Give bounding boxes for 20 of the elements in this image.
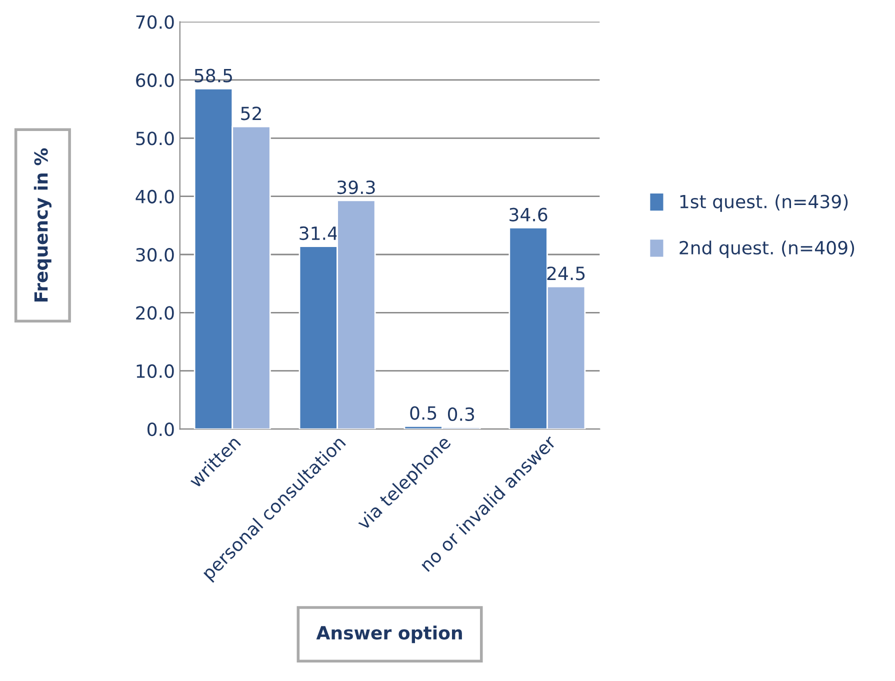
data-label: 39.3 xyxy=(337,180,375,194)
data-label: 58.5 xyxy=(194,68,232,82)
y-tick-label: 30.0 xyxy=(136,248,174,262)
data-label: 24.5 xyxy=(547,266,585,280)
x-axis-title: Answer option xyxy=(316,626,462,644)
data-label: 34.6 xyxy=(510,208,548,222)
data-label: 52 xyxy=(241,106,261,120)
y-axis-title: Frequency in % xyxy=(34,148,52,302)
data-label: 0.5 xyxy=(410,406,436,420)
y-tick-label: 20.0 xyxy=(136,306,174,320)
y-tick-label: 40.0 xyxy=(136,190,174,204)
legend-label: 2nd quest. (n=409) xyxy=(680,240,854,258)
data-label: 31.4 xyxy=(300,226,338,240)
y-tick-label: 50.0 xyxy=(136,132,174,146)
y-tick-label: 60.0 xyxy=(136,73,174,88)
y-tick-label: 0.0 xyxy=(148,422,174,436)
data-label: 0.3 xyxy=(448,407,474,422)
legend-label: 1st quest. (n=439) xyxy=(680,194,848,212)
y-tick-label: 10.0 xyxy=(136,364,174,378)
y-tick-label: 70.0 xyxy=(136,15,174,29)
